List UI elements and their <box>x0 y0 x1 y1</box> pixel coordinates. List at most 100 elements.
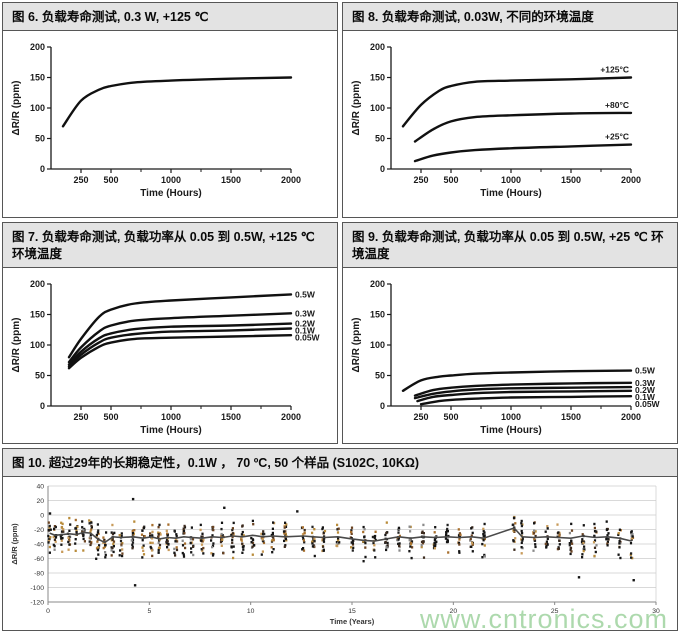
svg-text:200: 200 <box>370 42 385 52</box>
svg-text:200: 200 <box>30 42 45 52</box>
svg-text:ΔR/R (ppm): ΔR/R (ppm) <box>351 317 362 372</box>
svg-text:1000: 1000 <box>501 412 521 422</box>
svg-text:0: 0 <box>380 164 385 174</box>
svg-text:0.2W: 0.2W <box>635 385 656 395</box>
svg-text:10: 10 <box>247 608 255 615</box>
svg-text:500: 500 <box>103 412 118 422</box>
svg-text:ΔR/R (ppm): ΔR/R (ppm) <box>11 80 22 135</box>
svg-text:0.5W: 0.5W <box>295 289 316 299</box>
svg-text:100: 100 <box>370 340 385 350</box>
svg-text:0.5W: 0.5W <box>635 365 656 375</box>
svg-text:0.1W: 0.1W <box>295 325 316 335</box>
panel-fig7: 图 7. 负载寿命测试, 负载功率从 0.05 到 0.5W, +125 ℃ 环… <box>2 222 338 444</box>
svg-text:150: 150 <box>370 72 385 82</box>
svg-text:100: 100 <box>30 103 45 113</box>
svg-text:-100: -100 <box>30 585 44 592</box>
fig8-line-chart: 0 50 100 150 200 250 500 1000 1500 2000 Time (Hour… <box>351 42 641 199</box>
svg-text:+125°C: +125°C <box>600 64 629 74</box>
svg-text:30: 30 <box>652 608 660 615</box>
svg-text:250: 250 <box>73 412 88 422</box>
svg-text:-80: -80 <box>34 570 44 577</box>
svg-text:20: 20 <box>450 608 458 615</box>
svg-text:Time (Hours): Time (Hours) <box>480 188 542 199</box>
svg-text:150: 150 <box>30 72 45 82</box>
svg-text:0.3W: 0.3W <box>295 308 316 318</box>
svg-text:1500: 1500 <box>561 412 581 422</box>
fig6-title: 图 6. 负载寿命测试, 0.3 W, +125 ℃ <box>3 3 337 31</box>
fig9-chart-area: 0 50 100 150 200 250 500 1000 1500 2000 Time (Hour… <box>343 268 677 442</box>
svg-text:0.3W: 0.3W <box>635 378 656 388</box>
svg-text:100: 100 <box>370 103 385 113</box>
svg-text:250: 250 <box>73 175 88 185</box>
svg-text:1500: 1500 <box>221 175 241 185</box>
svg-text:5: 5 <box>147 608 151 615</box>
svg-text:500: 500 <box>443 412 458 422</box>
svg-text:2000: 2000 <box>281 412 301 422</box>
svg-text:200: 200 <box>370 279 385 289</box>
svg-text:Time (Years): Time (Years) <box>330 617 375 626</box>
svg-text:250: 250 <box>413 412 428 422</box>
fig8-chart-area: 0 50 100 150 200 250 500 1000 1500 2000 Time (Hour… <box>343 31 677 205</box>
svg-text:0: 0 <box>380 401 385 411</box>
panel-fig10: 图 10. 超过29年的长期稳定性，0.1W ， 70 ºC, 50 个样品 (… <box>2 448 678 631</box>
svg-text:Time (Hours): Time (Hours) <box>480 425 542 436</box>
svg-text:500: 500 <box>103 175 118 185</box>
svg-text:2000: 2000 <box>621 412 641 422</box>
fig8-title: 图 8. 负载寿命测试, 0.03W, 不同的环境温度 <box>343 3 677 31</box>
svg-text:150: 150 <box>30 309 45 319</box>
figure-grid-row-2: 图 7. 负载寿命测试, 负载功率从 0.05 到 0.5W, +125 ℃ 环… <box>2 222 678 444</box>
svg-text:50: 50 <box>375 370 385 380</box>
fig10-title: 图 10. 超过29年的长期稳定性，0.1W ， 70 ºC, 50 个样品 (… <box>3 449 677 477</box>
fig10-chart-area: 40 20 0 -20 -40 -60 -80 -100 -120 0 5 10 15 20 25 30 Tim… <box>3 477 677 630</box>
fig9-title: 图 9. 负载寿命测试, 负载功率从 0.05 到 0.5W, +25 ℃ 环境… <box>343 223 677 268</box>
svg-text:1000: 1000 <box>161 412 181 422</box>
svg-text:Time (Hours): Time (Hours) <box>140 425 202 436</box>
svg-text:-40: -40 <box>34 541 44 548</box>
svg-text:500: 500 <box>443 175 458 185</box>
panel-fig8: 图 8. 负载寿命测试, 0.03W, 不同的环境温度 0 50 100 150 200… <box>342 2 678 218</box>
svg-text:2000: 2000 <box>621 175 641 185</box>
svg-text:0.05W: 0.05W <box>635 399 661 409</box>
svg-text:20: 20 <box>36 498 44 505</box>
fig9-line-chart: 0 50 100 150 200 250 500 1000 1500 2000 Time (Hour… <box>351 279 661 436</box>
svg-text:ΔR/R (ppm): ΔR/R (ppm) <box>11 317 22 372</box>
svg-text:-60: -60 <box>34 556 44 563</box>
svg-text:50: 50 <box>375 133 385 143</box>
svg-text:250: 250 <box>413 175 428 185</box>
svg-text:15: 15 <box>348 608 356 615</box>
svg-text:150: 150 <box>370 309 385 319</box>
svg-text:40: 40 <box>36 483 44 490</box>
svg-text:1500: 1500 <box>221 412 241 422</box>
fig6-line-chart: 0 50 100 150 200 250 500 1000 1500 2000 Time (Hour… <box>11 42 301 199</box>
figure-grid-row-1: 图 6. 负载寿命测试, 0.3 W, +125 ℃ 0 50 100 150 200 2… <box>2 2 678 218</box>
svg-text:25: 25 <box>551 608 559 615</box>
fig7-line-chart: 0 50 100 150 200 250 500 1000 1500 2000 Time (Hour… <box>11 279 321 436</box>
svg-text:ΔR/R (ppm): ΔR/R (ppm) <box>10 523 19 565</box>
svg-text:+80°C: +80°C <box>605 100 629 110</box>
svg-text:ΔR/R (ppm): ΔR/R (ppm) <box>351 80 362 135</box>
panel-fig9: 图 9. 负载寿命测试, 负载功率从 0.05 到 0.5W, +25 ℃ 环境… <box>342 222 678 444</box>
fig6-chart-area: 0 50 100 150 200 250 500 1000 1500 2000 Time (Hour… <box>3 31 337 205</box>
svg-text:-20: -20 <box>34 527 44 534</box>
svg-text:0: 0 <box>40 164 45 174</box>
svg-text:0: 0 <box>40 401 45 411</box>
svg-text:50: 50 <box>35 370 45 380</box>
fig7-chart-area: 0 50 100 150 200 250 500 1000 1500 2000 Time (Hour… <box>3 268 337 442</box>
svg-text:1000: 1000 <box>501 175 521 185</box>
svg-text:1500: 1500 <box>561 175 581 185</box>
svg-text:-120: -120 <box>30 599 44 606</box>
svg-text:0.05W: 0.05W <box>295 332 321 342</box>
panel-fig6: 图 6. 负载寿命测试, 0.3 W, +125 ℃ 0 50 100 150 200 2… <box>2 2 338 218</box>
svg-text:200: 200 <box>30 279 45 289</box>
svg-text:0: 0 <box>40 512 44 519</box>
svg-text:50: 50 <box>35 133 45 143</box>
svg-text:Time (Hours): Time (Hours) <box>140 188 202 199</box>
svg-text:100: 100 <box>30 340 45 350</box>
svg-text:+25°C: +25°C <box>605 131 629 141</box>
svg-text:2000: 2000 <box>281 175 301 185</box>
svg-text:0.2W: 0.2W <box>295 318 316 328</box>
svg-text:1000: 1000 <box>161 175 181 185</box>
svg-text:0.1W: 0.1W <box>635 392 656 402</box>
